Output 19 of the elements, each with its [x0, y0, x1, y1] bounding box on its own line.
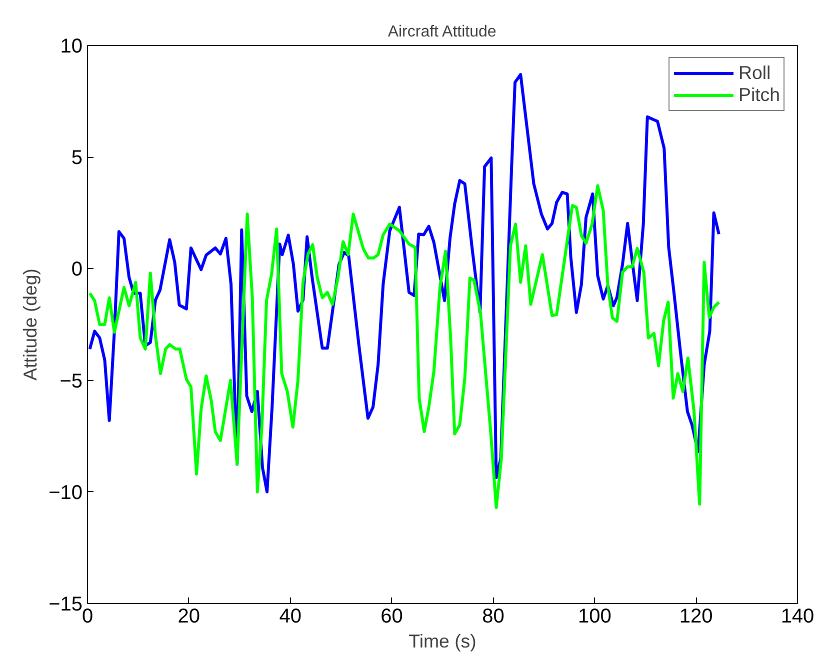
x-tick-label: 80 — [482, 606, 504, 628]
legend-label: Roll — [738, 62, 771, 84]
y-tick-label: −10 — [48, 482, 83, 504]
y-tick-label: −15 — [48, 594, 83, 616]
y-axis-title: Attitude (deg) — [20, 268, 41, 380]
line-series — [88, 184, 720, 510]
x-tick-label: 20 — [178, 606, 200, 628]
y-tick-label: 0 — [71, 258, 82, 281]
x-tick-label: 60 — [380, 606, 403, 628]
legend-label: Pitch — [738, 84, 780, 106]
x-tick-label: 40 — [279, 606, 302, 628]
x-tick-label: 100 — [578, 606, 612, 628]
y-tick-label: −5 — [60, 370, 83, 392]
x-tick-label: 120 — [679, 606, 713, 628]
x-axis-title: Time (s) — [408, 630, 476, 652]
y-tick-label: 10 — [60, 36, 83, 58]
y-tick-label: 5 — [71, 147, 82, 170]
x-tick-label: 140 — [780, 606, 814, 628]
chart-title: Aircraft Attitude — [388, 24, 496, 40]
